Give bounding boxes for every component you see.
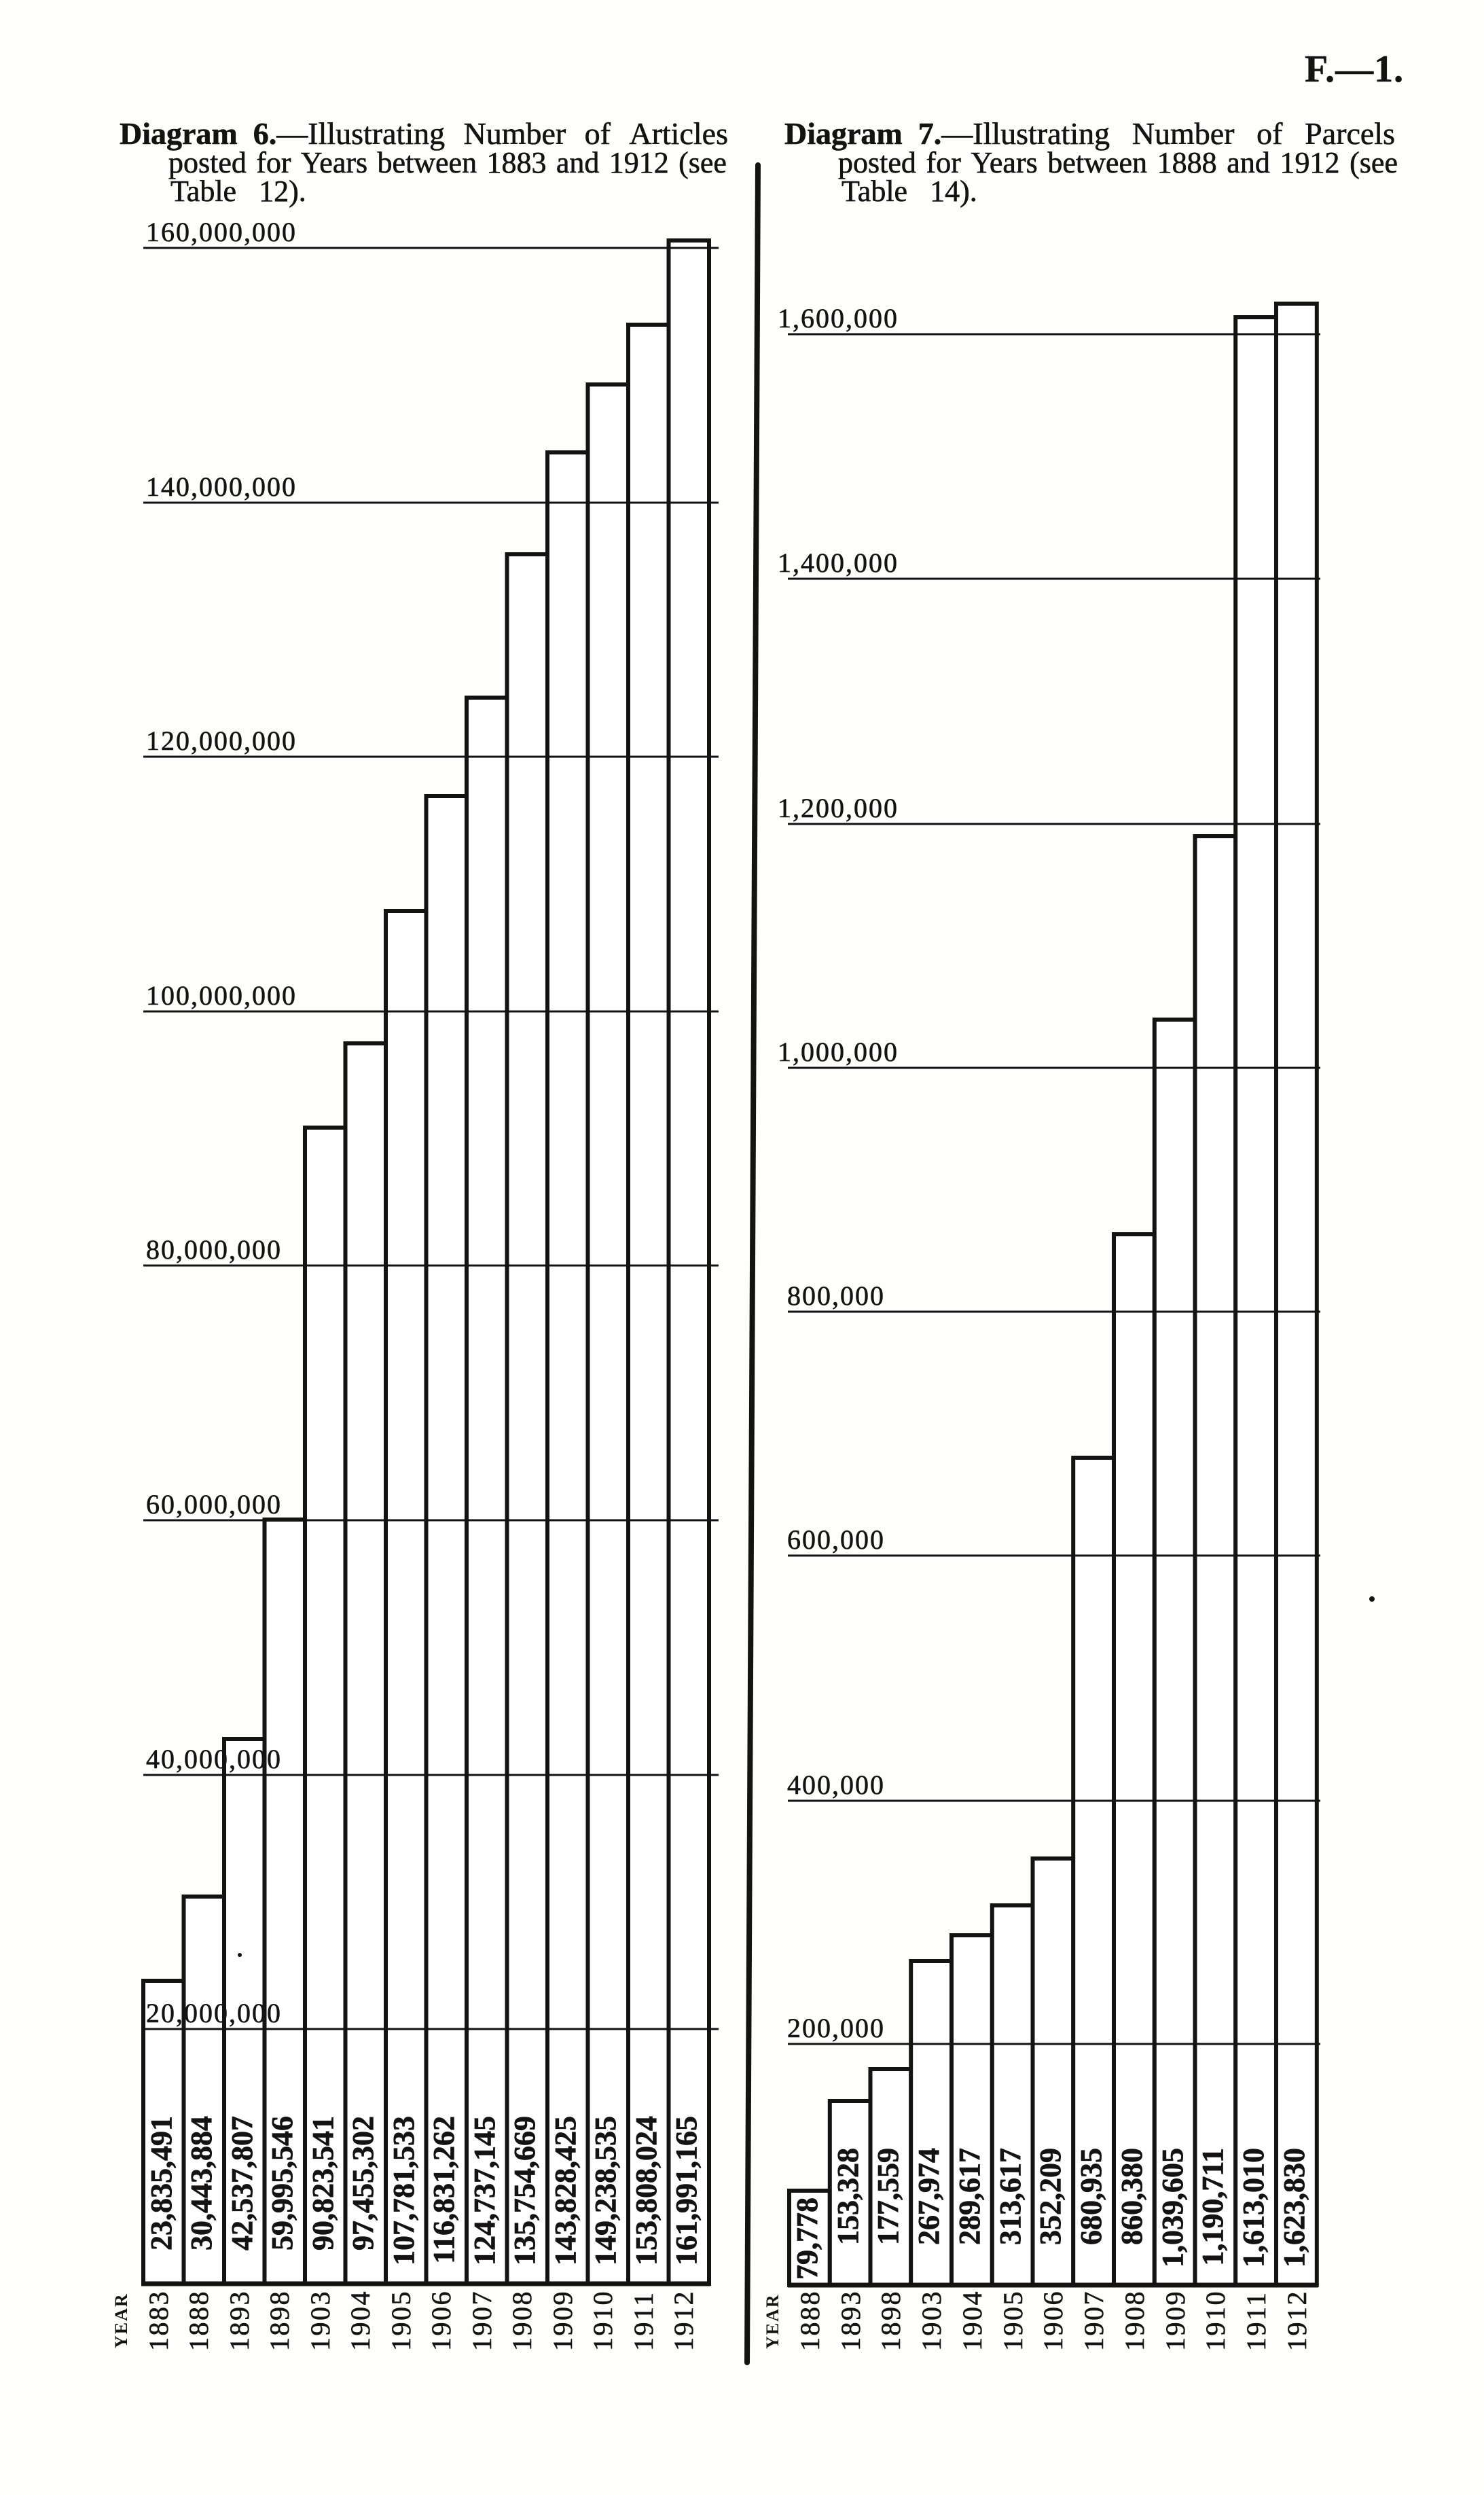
- svg-text:42,537,807: 42,537,807: [225, 2116, 259, 2250]
- svg-text:400,000: 400,000: [787, 1770, 885, 1800]
- svg-text:1,190,711: 1,190,711: [1196, 2148, 1229, 2266]
- svg-text:1,000,000: 1,000,000: [778, 1037, 899, 1067]
- svg-text:153,328: 153,328: [831, 2148, 865, 2245]
- svg-text:1,039,605: 1,039,605: [1156, 2148, 1189, 2267]
- svg-text:124,737,145: 124,737,145: [468, 2116, 501, 2265]
- svg-text:60,000,000: 60,000,000: [146, 1489, 282, 1520]
- svg-text:107,781,533: 107,781,533: [387, 2116, 420, 2265]
- svg-text:1908: 1908: [507, 2290, 537, 2351]
- svg-text:1903: 1903: [916, 2290, 947, 2351]
- svg-text:1893: 1893: [835, 2290, 866, 2351]
- svg-text:1905: 1905: [998, 2290, 1028, 2351]
- svg-text:1883: 1883: [143, 2290, 174, 2351]
- svg-text:1,200,000: 1,200,000: [778, 793, 899, 823]
- svg-text:352,209: 352,209: [1034, 2148, 1067, 2245]
- svg-text:161,991,165: 161,991,165: [670, 2116, 703, 2265]
- svg-text:800,000: 800,000: [787, 1280, 885, 1311]
- svg-text:1911: 1911: [628, 2291, 659, 2351]
- svg-text:1912: 1912: [1282, 2290, 1312, 2351]
- svg-text:1911: 1911: [1241, 2291, 1271, 2351]
- svg-text:1898: 1898: [875, 2290, 906, 2351]
- svg-text:153,808,024: 153,808,024: [630, 2116, 663, 2265]
- svg-text:30,443,884: 30,443,884: [185, 2116, 218, 2250]
- svg-text:1904: 1904: [345, 2290, 376, 2351]
- svg-text:1909: 1909: [1160, 2290, 1191, 2351]
- svg-text:100,000,000: 100,000,000: [146, 980, 297, 1011]
- svg-text:79,778: 79,778: [791, 2197, 824, 2280]
- svg-text:1903: 1903: [305, 2290, 336, 2351]
- svg-text:1908: 1908: [1119, 2290, 1150, 2351]
- svg-text:90,823,541: 90,823,541: [306, 2116, 340, 2250]
- svg-text:680,935: 680,935: [1074, 2148, 1108, 2245]
- svg-text:1907: 1907: [467, 2290, 497, 2351]
- svg-text:267,974: 267,974: [912, 2148, 945, 2245]
- svg-text:140,000,000: 140,000,000: [146, 471, 297, 502]
- svg-text:23,835,491: 23,835,491: [145, 2116, 178, 2250]
- svg-text:YEAR: YEAR: [763, 2293, 782, 2349]
- svg-text:1,600,000: 1,600,000: [778, 303, 899, 334]
- svg-text:116,831,262: 116,831,262: [427, 2116, 460, 2264]
- svg-text:177,559: 177,559: [871, 2148, 905, 2245]
- svg-text:1,613,010: 1,613,010: [1237, 2148, 1270, 2267]
- svg-text:1905: 1905: [386, 2290, 416, 2351]
- svg-text:289,617: 289,617: [953, 2148, 986, 2245]
- svg-text:1898: 1898: [264, 2290, 295, 2351]
- svg-text:600,000: 600,000: [787, 1524, 885, 1555]
- svg-text:1888: 1888: [795, 2290, 825, 2351]
- svg-text:1907: 1907: [1079, 2290, 1109, 2351]
- svg-text:1910: 1910: [587, 2290, 618, 2351]
- svg-text:860,380: 860,380: [1115, 2148, 1148, 2245]
- svg-text:1,400,000: 1,400,000: [778, 548, 899, 578]
- svg-text:20,000,000: 20,000,000: [146, 1998, 282, 2028]
- svg-text:1893: 1893: [224, 2290, 255, 2351]
- svg-text:1906: 1906: [1038, 2290, 1068, 2351]
- svg-text:120,000,000: 120,000,000: [146, 725, 297, 756]
- svg-text:1912: 1912: [668, 2290, 699, 2351]
- svg-text:149,238,535: 149,238,535: [589, 2116, 622, 2265]
- svg-text:1904: 1904: [957, 2290, 988, 2351]
- svg-text:200,000: 200,000: [787, 2013, 885, 2043]
- svg-text:80,000,000: 80,000,000: [146, 1234, 282, 1265]
- svg-text:YEAR: YEAR: [111, 2293, 131, 2348]
- svg-text:313,617: 313,617: [994, 2148, 1027, 2245]
- svg-text:1909: 1909: [547, 2290, 578, 2351]
- svg-text:1,623,830: 1,623,830: [1278, 2148, 1311, 2267]
- svg-text:97,455,302: 97,455,302: [346, 2116, 380, 2250]
- svg-text:160,000,000: 160,000,000: [146, 217, 297, 247]
- svg-text:40,000,000: 40,000,000: [146, 1744, 282, 1774]
- svg-text:1888: 1888: [183, 2290, 214, 2351]
- svg-text:1910: 1910: [1200, 2290, 1231, 2351]
- svg-text:1906: 1906: [426, 2290, 456, 2351]
- svg-text:135,754,669: 135,754,669: [508, 2116, 541, 2265]
- svg-text:143,828,425: 143,828,425: [549, 2116, 582, 2265]
- svg-text:59,995,546: 59,995,546: [266, 2116, 299, 2250]
